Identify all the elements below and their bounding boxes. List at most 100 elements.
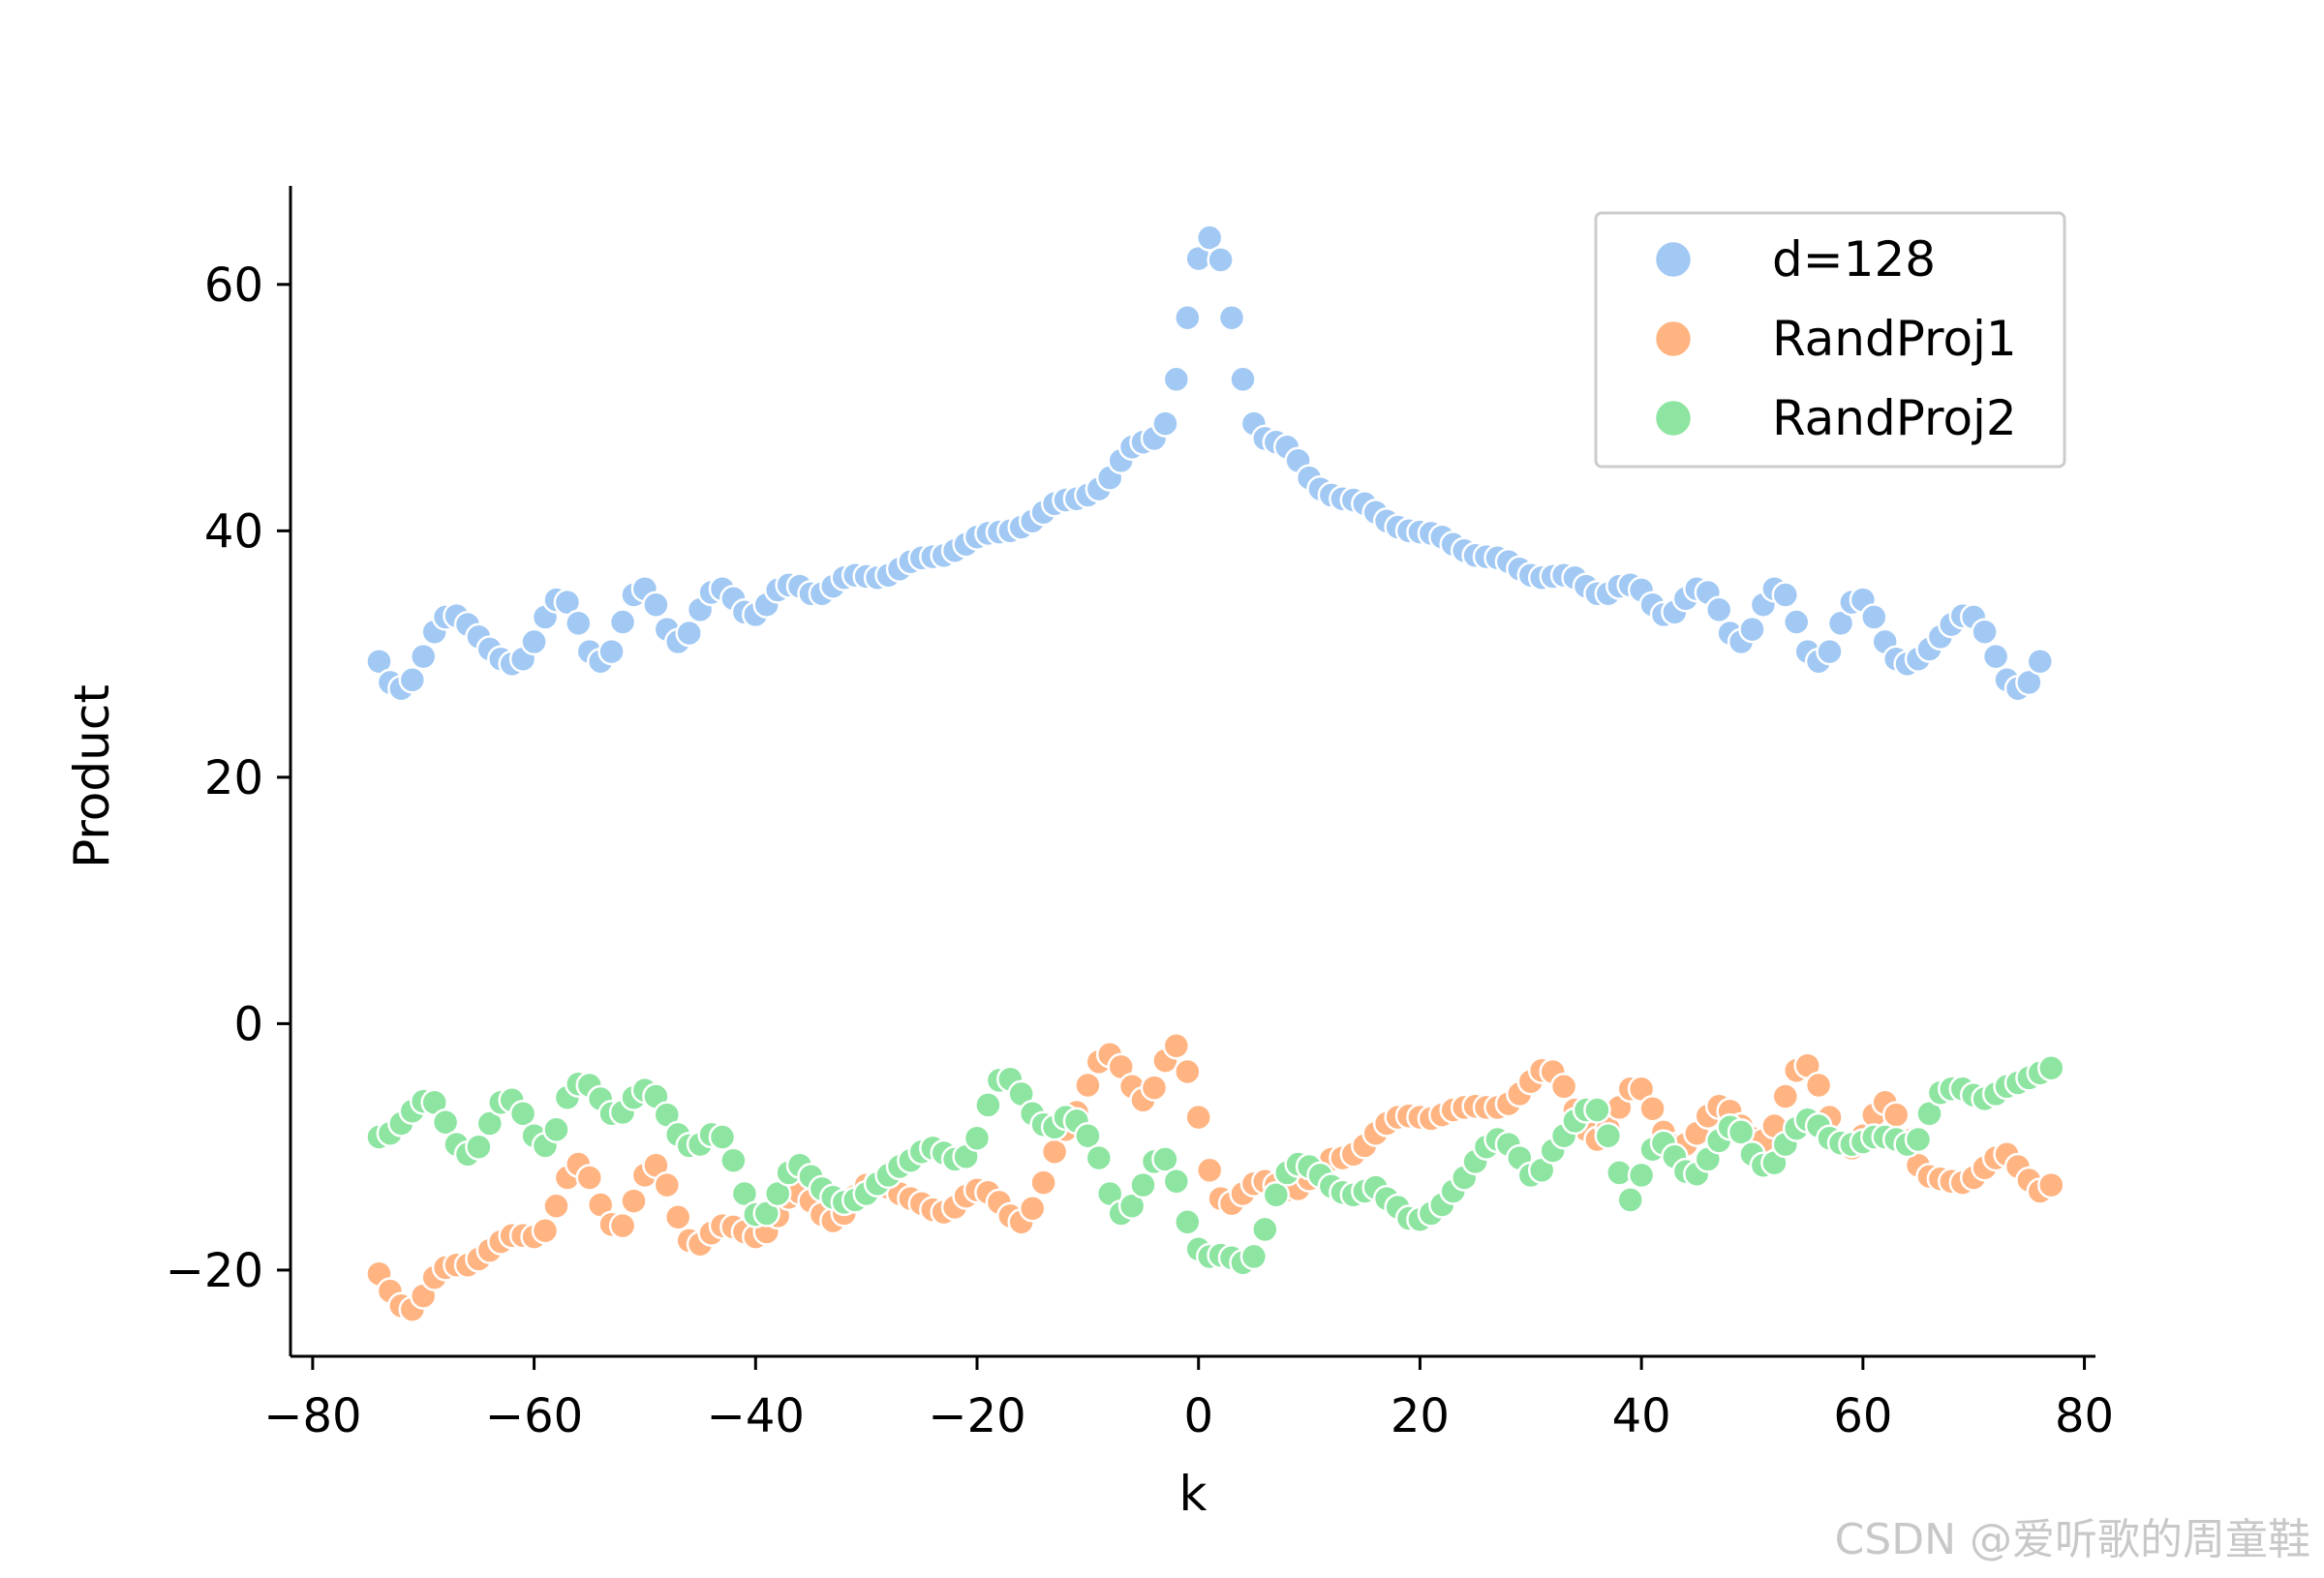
- data-point: [475, 1109, 505, 1138]
- y-tick-label: 20: [204, 751, 263, 805]
- points-layer: [365, 224, 2065, 1323]
- data-point: [642, 591, 670, 619]
- data-point: [1704, 595, 1733, 624]
- series-d=128: [365, 224, 2055, 703]
- x-tick-label: 0: [1183, 1389, 1213, 1443]
- data-point: [1804, 1071, 1833, 1100]
- data-point: [1140, 1074, 1169, 1102]
- data-point: [575, 1164, 604, 1192]
- data-point: [1627, 1161, 1656, 1190]
- legend: d=128 RandProj1 RandProj2: [1594, 211, 2066, 469]
- data-point: [597, 637, 626, 666]
- data-point: [1727, 1118, 1756, 1146]
- data-point: [1162, 1032, 1191, 1060]
- data-point: [1738, 615, 1766, 644]
- x-tick-label: −60: [485, 1389, 583, 1443]
- data-point: [675, 619, 703, 648]
- x-axis-label: k: [1179, 1466, 1208, 1522]
- data-point: [1262, 1181, 1291, 1209]
- data-point: [1971, 618, 1999, 646]
- data-point: [409, 642, 438, 671]
- data-point: [1217, 303, 1246, 332]
- data-point: [531, 1216, 560, 1245]
- data-point: [1195, 1156, 1224, 1185]
- x-tick-label: 20: [1391, 1389, 1450, 1443]
- y-ticks: −20 0 20 40 60: [166, 258, 290, 1298]
- x-tick-label: 60: [1833, 1389, 1892, 1443]
- data-point: [1229, 365, 1257, 394]
- data-point: [1018, 1195, 1047, 1223]
- data-point: [1239, 1242, 1269, 1271]
- data-point: [1085, 1143, 1114, 1172]
- data-point: [508, 1100, 537, 1128]
- data-point: [1162, 1168, 1191, 1196]
- data-point: [763, 1179, 792, 1208]
- data-point: [708, 1123, 737, 1151]
- x-tick-label: 80: [2055, 1389, 2114, 1443]
- data-point: [1594, 1121, 1623, 1150]
- data-point: [1816, 637, 1844, 666]
- data-point: [963, 1124, 992, 1152]
- data-point: [730, 1179, 759, 1208]
- data-point: [542, 1115, 570, 1144]
- data-point: [1616, 1186, 1644, 1214]
- data-point: [2026, 647, 2055, 676]
- y-tick-label: 0: [233, 997, 263, 1051]
- data-point: [608, 1211, 637, 1240]
- data-point: [1782, 608, 1811, 636]
- data-point: [663, 1202, 692, 1231]
- data-point: [608, 608, 637, 636]
- legend-marker: [1653, 319, 1694, 359]
- data-point: [1162, 365, 1191, 394]
- legend-label: RandProj2: [1772, 390, 2017, 446]
- y-tick-label: 40: [204, 504, 263, 559]
- data-point: [1174, 303, 1202, 332]
- y-tick-label: 60: [204, 258, 263, 313]
- data-point: [1074, 1071, 1102, 1100]
- data-point: [1904, 1125, 1933, 1154]
- data-point: [1860, 603, 1888, 631]
- data-point: [1583, 1096, 1611, 1124]
- data-point: [1029, 1168, 1057, 1197]
- legend-frame: [1594, 211, 2066, 469]
- data-point: [1151, 1145, 1179, 1173]
- data-point: [1251, 1215, 1279, 1244]
- legend-items: d=128 RandProj1 RandProj2: [1653, 231, 2017, 446]
- data-point: [620, 1187, 648, 1215]
- data-point: [431, 1108, 460, 1137]
- data-point: [1771, 1082, 1800, 1110]
- data-point: [565, 609, 593, 638]
- data-point: [1174, 1057, 1202, 1086]
- data-point: [974, 1091, 1002, 1119]
- data-point: [553, 588, 582, 617]
- data-point: [653, 1170, 682, 1199]
- data-point: [520, 627, 548, 656]
- x-tick-label: −20: [928, 1389, 1025, 1443]
- data-point: [1207, 246, 1235, 274]
- data-point: [1174, 1208, 1202, 1236]
- x-tick-label: 40: [1612, 1389, 1671, 1443]
- legend-marker: [1653, 398, 1694, 439]
- legend-marker: [1653, 239, 1694, 280]
- x-tick-label: −80: [263, 1389, 361, 1443]
- series-RandProj2: [365, 1053, 2065, 1277]
- data-point: [1151, 410, 1179, 438]
- data-point: [719, 1146, 748, 1174]
- y-tick-label: −20: [166, 1244, 263, 1298]
- data-point: [365, 647, 393, 676]
- x-ticks: −80 −60 −40 −20 0 20 40 60 80: [263, 1356, 2114, 1443]
- data-point: [1549, 1073, 1578, 1101]
- data-point: [1195, 224, 1224, 252]
- data-point: [1826, 609, 1855, 638]
- data-point: [398, 666, 427, 694]
- data-point: [1915, 1100, 1943, 1128]
- data-point: [1638, 1094, 1667, 1123]
- data-point: [1184, 1103, 1212, 1132]
- data-point: [1074, 1121, 1102, 1150]
- data-point: [2037, 1170, 2065, 1199]
- data-point: [1771, 581, 1800, 609]
- y-axis-label: Product: [64, 684, 120, 868]
- data-point: [542, 1192, 570, 1220]
- data-point: [465, 1133, 493, 1161]
